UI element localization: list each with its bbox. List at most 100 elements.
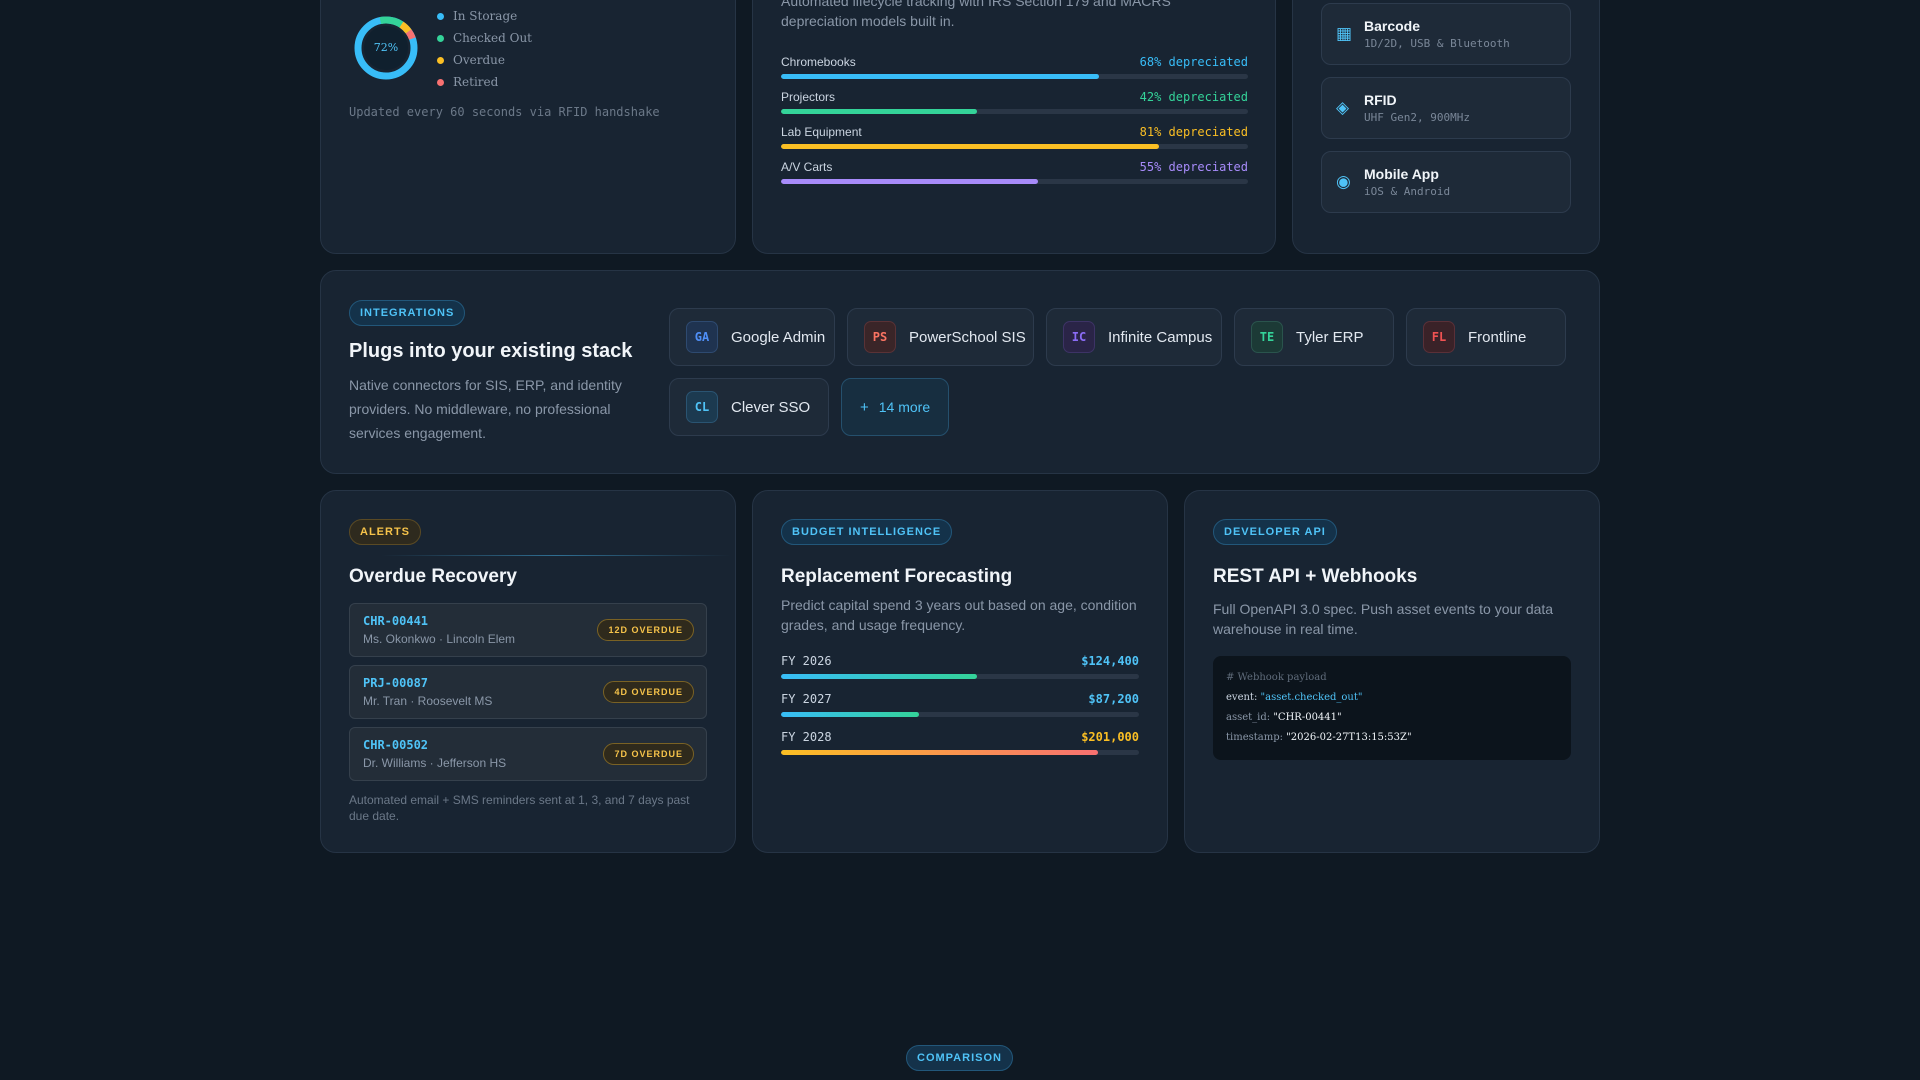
alerts-card: ALERTS Overdue Recovery CHR-00441 Ms. Ok…: [320, 490, 736, 853]
fiscal-year: FY 2027: [781, 692, 832, 706]
api-card: DEVELOPER API REST API + Webhooks Full O…: [1184, 490, 1600, 853]
depreciation-row: A/V Carts 55% depreciated: [781, 160, 1248, 184]
legend-item: Overdue: [437, 49, 532, 71]
scan-option-mobile[interactable]: ◉ Mobile App iOS & Android: [1321, 151, 1571, 213]
integration-label: PowerSchool SIS: [909, 328, 1026, 346]
legend-label: Overdue: [453, 53, 505, 67]
asset-status-card: 72% In Storage Checked Out Overdue Retir…: [320, 0, 736, 254]
forecast-row: FY 2026 $124,400: [781, 654, 1139, 679]
integration-badge: TE: [1251, 321, 1283, 353]
overdue-badge: 12D OVERDUE: [597, 619, 694, 641]
legend-label: Retired: [453, 75, 499, 89]
status-footnote: Updated every 60 seconds via RFID handsh…: [349, 105, 660, 119]
budget-card: BUDGET INTELLIGENCE Replacement Forecast…: [752, 490, 1168, 853]
depreciation-percent: 81% depreciated: [1139, 125, 1248, 139]
borrower: Ms. Okonkwo · Lincoln Elem: [363, 632, 516, 646]
borrower: Mr. Tran · Roosevelt MS: [363, 694, 493, 708]
asset-category: Chromebooks: [781, 55, 856, 69]
depreciation-desc: Automated lifecycle tracking with IRS Se…: [781, 0, 1171, 29]
code-value: "2026-02-27T13:15:53Z": [1286, 732, 1412, 743]
option-name: Mobile App: [1364, 166, 1439, 182]
integration-label: Tyler ERP: [1296, 328, 1364, 346]
forecast-fill: [781, 712, 919, 717]
more-label: 14 more: [878, 399, 931, 415]
code-comment: # Webhook payload: [1226, 672, 1327, 683]
integration-frontline[interactable]: FL Frontline: [1406, 308, 1566, 366]
depreciation-track: [781, 74, 1248, 79]
asset-id: CHR-00441: [363, 614, 429, 628]
accent-line: [381, 555, 731, 556]
code-line: event: "asset.checked_out": [1226, 688, 1558, 708]
depreciation-track: [781, 144, 1248, 149]
depreciation-fill: [781, 74, 1099, 79]
legend-item: Retired: [437, 71, 532, 93]
legend-dot: [437, 78, 444, 86]
code-line: asset_id: "CHR-00441": [1226, 708, 1558, 728]
asset-id: PRJ-00087: [363, 676, 429, 690]
code-key: event:: [1226, 692, 1258, 703]
barcode-icon: ▦: [1336, 24, 1353, 43]
integration-label: Google Admin: [731, 328, 826, 346]
alert-row[interactable]: PRJ-00087 Mr. Tran · Roosevelt MS 4D OVE…: [349, 665, 707, 719]
integration-badge: CL: [686, 391, 718, 423]
forecast-fill: [781, 750, 1098, 755]
depreciation-track: [781, 109, 1248, 114]
integrations-card: INTEGRATIONS Plugs into your existing st…: [320, 270, 1600, 474]
integration-badge: PS: [864, 321, 896, 353]
integrations-title: Plugs into your existing stack: [349, 340, 633, 362]
fiscal-year: FY 2028: [781, 730, 832, 744]
api-title: REST API + Webhooks: [1213, 566, 1418, 587]
integration-label: Frontline: [1468, 328, 1527, 346]
depreciation-percent: 42% depreciated: [1139, 90, 1248, 104]
overdue-badge: 7D OVERDUE: [603, 743, 694, 765]
option-sub: UHF Gen2, 900MHz: [1364, 111, 1470, 124]
budget-tag: BUDGET INTELLIGENCE: [781, 519, 953, 545]
legend-dot: [437, 56, 444, 64]
integration-label: Infinite Campus: [1108, 328, 1213, 346]
code-line: timestamp: "2026-02-27T13:15:53Z": [1226, 728, 1558, 748]
mobile-icon: ◉: [1336, 172, 1351, 191]
depreciation-row: Chromebooks 68% depreciated: [781, 55, 1248, 79]
forecast-track: [781, 750, 1139, 755]
forecast-fill: [781, 674, 978, 679]
integration-infinite-campus[interactable]: IC Infinite Campus: [1046, 308, 1222, 366]
integration-badge: FL: [1423, 321, 1455, 353]
integration-powerschool[interactable]: PS PowerSchool SIS: [847, 308, 1034, 366]
scanning-card: ▦ Barcode 1D/2D, USB & Bluetooth ◈ RFID UH…: [1292, 0, 1600, 254]
budget-title: Replacement Forecasting: [781, 566, 1013, 587]
integration-google-admin[interactable]: GA Google Admin: [669, 308, 835, 366]
depreciation-fill: [781, 179, 1038, 184]
status-donut: 72%: [353, 15, 419, 81]
forecast-amount: $124,400: [1081, 654, 1139, 668]
api-desc: Full OpenAPI 3.0 spec. Push asset events…: [1213, 601, 1554, 637]
legend-label: Checked Out: [453, 31, 532, 45]
asset-category: A/V Carts: [781, 160, 833, 174]
forecast-row: FY 2027 $87,200: [781, 692, 1139, 717]
depreciation-row: Projectors 42% depreciated: [781, 90, 1248, 114]
depreciation-fill: [781, 144, 1160, 149]
alert-row[interactable]: CHR-00441 Ms. Okonkwo · Lincoln Elem 12D…: [349, 603, 707, 657]
alerts-tag: ALERTS: [349, 519, 421, 545]
scan-option-rfid[interactable]: ◈ RFID UHF Gen2, 900MHz: [1321, 77, 1571, 139]
alerts-title: Overdue Recovery: [349, 566, 517, 587]
rfid-icon: ◈: [1336, 98, 1350, 117]
asset-category: Projectors: [781, 90, 836, 104]
forecast-track: [781, 712, 1139, 717]
scan-option-barcode[interactable]: ▦ Barcode 1D/2D, USB & Bluetooth: [1321, 3, 1571, 65]
option-name: Barcode: [1364, 18, 1421, 34]
alert-row[interactable]: CHR-00502 Dr. Williams · Jefferson HS 7D…: [349, 727, 707, 781]
legend-dot: [437, 12, 444, 20]
forecast-track: [781, 674, 1139, 679]
forecast-amount: $201,000: [1081, 730, 1139, 744]
integrations-tag: INTEGRATIONS: [349, 300, 466, 326]
asset-category: Lab Equipment: [781, 125, 862, 139]
depreciation-list: Chromebooks 68% depreciated Projectors 42%…: [781, 55, 1248, 195]
fiscal-year: FY 2026: [781, 654, 832, 668]
code-key: asset_id:: [1226, 712, 1271, 723]
integration-tyler-erp[interactable]: TE Tyler ERP: [1234, 308, 1394, 366]
more-integrations-button[interactable]: + 14 more: [841, 378, 949, 436]
code-key: timestamp:: [1226, 732, 1283, 743]
depreciation-percent: 55% depreciated: [1139, 160, 1248, 174]
integration-clever-sso[interactable]: CL Clever SSO: [669, 378, 829, 436]
comparison-tag: COMPARISON: [906, 1045, 1013, 1071]
